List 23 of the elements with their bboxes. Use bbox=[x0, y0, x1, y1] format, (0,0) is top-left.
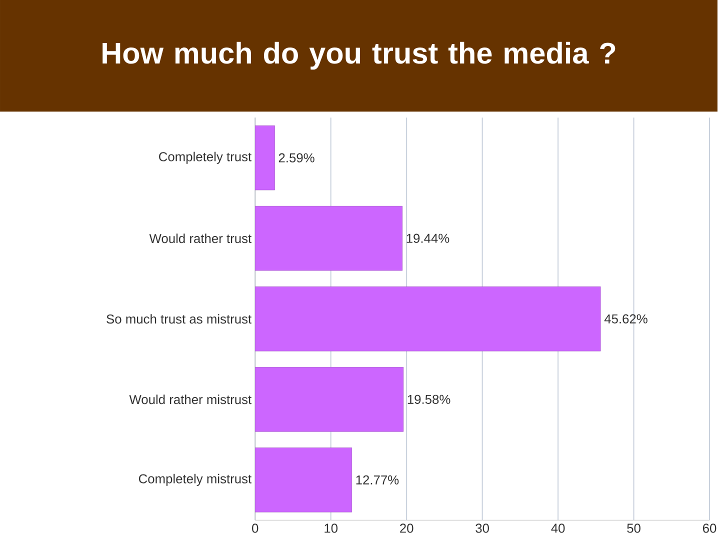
y-tick-label: Would rather trust bbox=[149, 234, 252, 244]
x-tick-label: 20 bbox=[400, 524, 414, 533]
bar bbox=[255, 206, 402, 271]
x-tick-label: 60 bbox=[702, 524, 716, 533]
data-label: 19.58% bbox=[408, 394, 450, 404]
bar bbox=[255, 366, 404, 432]
data-label: 45.62% bbox=[604, 314, 648, 324]
bar bbox=[255, 286, 601, 352]
x-tick-label: 40 bbox=[551, 524, 565, 533]
data-label: 12.77% bbox=[356, 475, 399, 484]
y-tick-label: Would rather mistrust bbox=[129, 394, 252, 404]
x-tick-label: 10 bbox=[324, 524, 338, 533]
x-tick-label: 0 bbox=[252, 524, 258, 533]
data-label: 2.59% bbox=[278, 153, 314, 162]
y-tick-label: Completely mistrust bbox=[138, 474, 252, 486]
bar bbox=[255, 125, 275, 190]
y-tick-label: Completely trust bbox=[159, 152, 252, 164]
chart-title: How much do you trust the media ? bbox=[102, 42, 616, 70]
y-tick-label: So much trust as mistrust bbox=[106, 314, 252, 324]
data-label: 19.44% bbox=[406, 234, 450, 243]
bar bbox=[255, 448, 352, 512]
x-tick-label: 50 bbox=[627, 524, 640, 533]
x-tick-label: 30 bbox=[476, 524, 489, 533]
